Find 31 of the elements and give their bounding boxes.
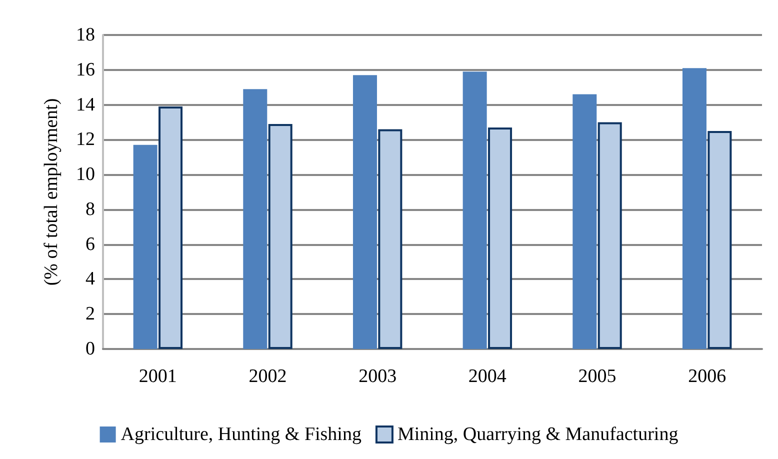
- x-tick-label: 2005: [578, 366, 616, 387]
- bar: [268, 124, 292, 349]
- bar: [158, 106, 183, 349]
- y-tick-label: 18: [76, 24, 95, 46]
- x-tick-label: 2004: [468, 366, 507, 387]
- y-tick-label: 0: [86, 338, 95, 360]
- y-tick-label: 12: [76, 129, 95, 150]
- x-tick-label: 2003: [358, 366, 397, 387]
- x-tick-label: 2001: [138, 366, 177, 387]
- bar: [243, 89, 268, 349]
- y-axis-title: (% of total employment): [41, 98, 62, 286]
- x-tick-label: 2006: [688, 366, 726, 387]
- x-tick-label: 2002: [248, 366, 287, 387]
- bar: [572, 94, 597, 349]
- y-tick-label: 8: [86, 198, 95, 220]
- bar: [598, 122, 622, 349]
- y-tick-label: 2: [86, 304, 95, 325]
- bar: [488, 127, 512, 349]
- bar: [682, 68, 706, 349]
- y-tick-label: 16: [76, 59, 95, 80]
- legend-label: Agriculture, Hunting & Fishing: [120, 424, 362, 445]
- bar: [462, 72, 487, 349]
- bar: [133, 144, 158, 349]
- bar: [378, 129, 402, 349]
- y-tick-label: 10: [76, 164, 95, 186]
- y-tick-label: 14: [76, 94, 96, 116]
- bar: [352, 75, 377, 349]
- legend-label: Mining, Quarrying & Manufacturing: [397, 424, 679, 445]
- y-tick-label: 4: [86, 268, 96, 290]
- y-tick-label: 6: [86, 234, 95, 255]
- bar: [708, 130, 732, 349]
